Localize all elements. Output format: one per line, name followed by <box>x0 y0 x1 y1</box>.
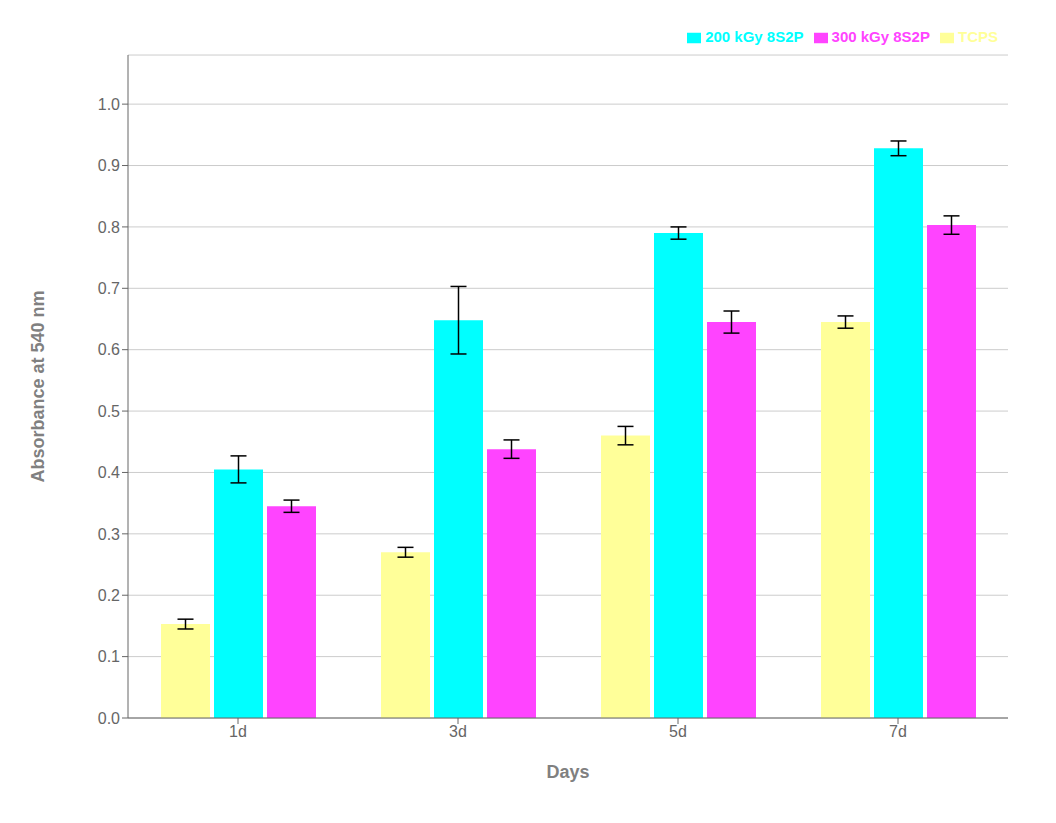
svg-text:0.1: 0.1 <box>98 648 120 665</box>
svg-text:0.2: 0.2 <box>98 587 120 604</box>
html-text:300 kGy 8S2P: 300 kGy 8S2P <box>831 28 930 45</box>
html-text:TCPS: TCPS <box>958 28 998 45</box>
svg-text:0.7: 0.7 <box>98 280 120 297</box>
svg-text:Days: Days <box>546 762 589 782</box>
svg-text:0.3: 0.3 <box>98 526 120 543</box>
svg-text:0.0: 0.0 <box>98 710 120 727</box>
svg-text:0.9: 0.9 <box>98 157 120 174</box>
svg-text:0.5: 0.5 <box>98 403 120 420</box>
svg-text:0.6: 0.6 <box>98 341 120 358</box>
svg-text:1.0: 1.0 <box>98 96 120 113</box>
svg-text:0.8: 0.8 <box>98 219 120 236</box>
svg-text:5d: 5d <box>669 723 687 740</box>
svg-text:3d: 3d <box>449 723 467 740</box>
svg-text:7d: 7d <box>889 723 907 740</box>
svg-text:1d: 1d <box>229 723 247 740</box>
svg-text:0.4: 0.4 <box>98 464 120 481</box>
html-text:200 kGy 8S2P: 200 kGy 8S2P <box>705 28 804 45</box>
svg-text:Absorbance at 540 nm: Absorbance at 540 nm <box>28 290 48 482</box>
